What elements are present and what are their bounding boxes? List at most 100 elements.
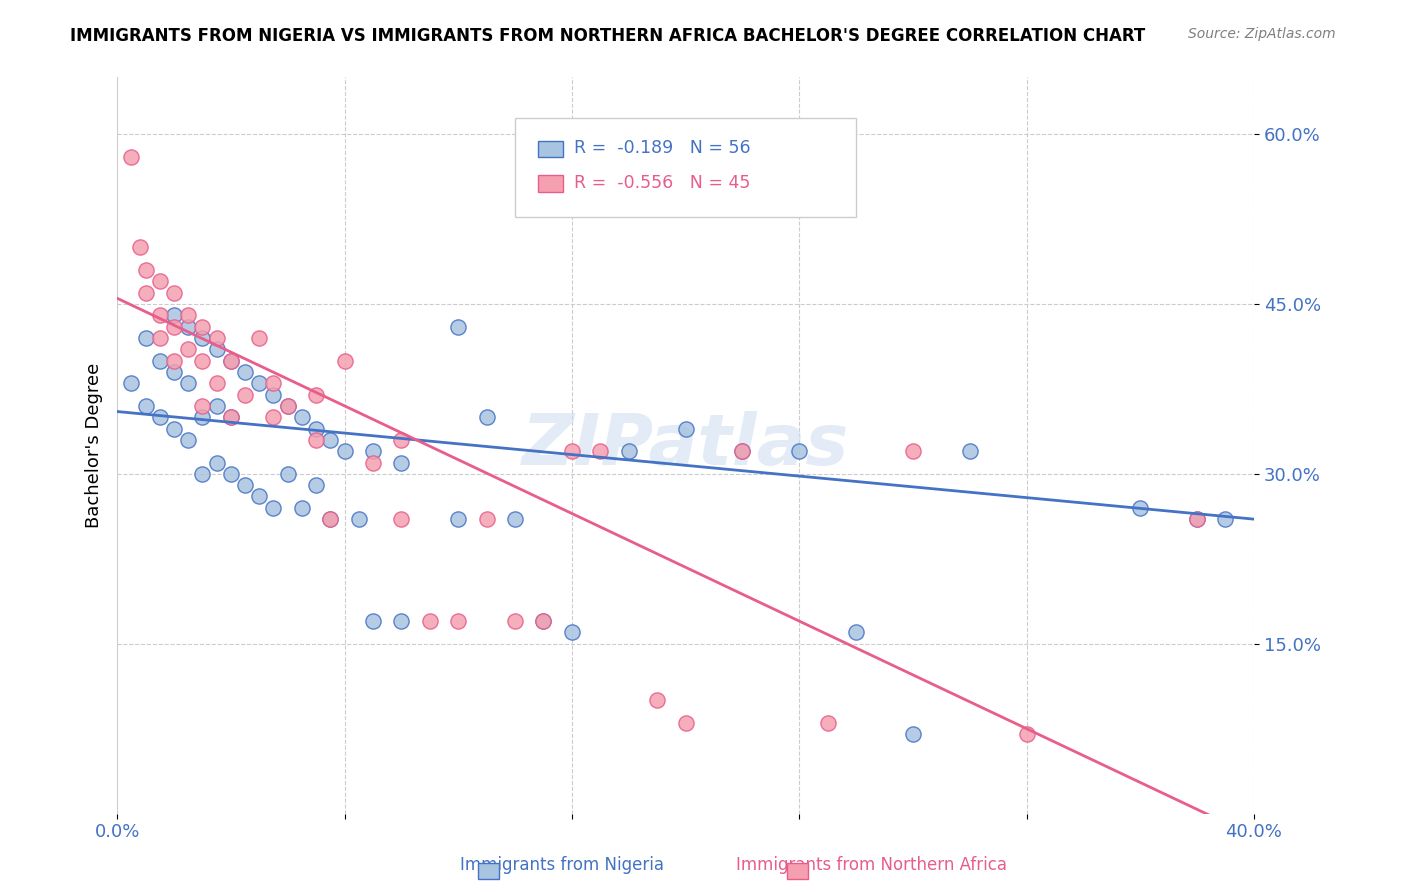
Point [333, 444, 356, 458]
Point [589, 444, 612, 458]
Point [219, 410, 242, 425]
Point [731, 444, 754, 458]
Point [319, 512, 342, 526]
Point [205, 399, 228, 413]
Point [177, 319, 200, 334]
Point [219, 410, 242, 425]
Point [901, 444, 924, 458]
Point [120, 376, 142, 391]
Point [731, 444, 754, 458]
Point [1185, 512, 1208, 526]
Point [901, 727, 924, 741]
Point [205, 343, 228, 357]
Point [205, 331, 228, 345]
Point [120, 150, 142, 164]
Point [177, 433, 200, 447]
Point [675, 716, 697, 731]
Point [163, 285, 186, 300]
Text: R =  -0.556   N = 45: R = -0.556 N = 45 [574, 174, 751, 192]
Point [219, 467, 242, 481]
Point [1015, 727, 1038, 741]
Point [561, 625, 583, 640]
Point [475, 512, 498, 526]
Point [533, 614, 555, 628]
Text: Immigrants from Northern Africa: Immigrants from Northern Africa [737, 856, 1007, 874]
Point [219, 353, 242, 368]
Point [645, 693, 668, 707]
Point [447, 512, 470, 526]
Point [277, 399, 299, 413]
Point [263, 387, 285, 401]
Point [389, 512, 412, 526]
Point [817, 716, 839, 731]
Point [347, 512, 370, 526]
Point [163, 308, 186, 322]
Point [191, 331, 214, 345]
Point [191, 399, 214, 413]
Point [135, 399, 157, 413]
Point [247, 376, 270, 391]
Text: ZIPatlas: ZIPatlas [522, 411, 849, 480]
Point [291, 410, 314, 425]
Y-axis label: Bachelor's Degree: Bachelor's Degree [86, 363, 103, 528]
Point [277, 467, 299, 481]
Point [845, 625, 868, 640]
Point [177, 343, 200, 357]
Point [333, 353, 356, 368]
FancyBboxPatch shape [537, 141, 562, 157]
Point [361, 444, 384, 458]
Point [1185, 512, 1208, 526]
Point [233, 387, 256, 401]
Text: IMMIGRANTS FROM NIGERIA VS IMMIGRANTS FROM NORTHERN AFRICA BACHELOR'S DEGREE COR: IMMIGRANTS FROM NIGERIA VS IMMIGRANTS FR… [70, 27, 1146, 45]
Point [561, 444, 583, 458]
Point [149, 274, 172, 288]
Text: Immigrants from Nigeria: Immigrants from Nigeria [460, 856, 665, 874]
Point [191, 353, 214, 368]
Point [787, 444, 810, 458]
Point [475, 410, 498, 425]
Text: Source: ZipAtlas.com: Source: ZipAtlas.com [1188, 27, 1336, 41]
Point [503, 614, 526, 628]
Point [163, 319, 186, 334]
Point [533, 614, 555, 628]
FancyBboxPatch shape [515, 118, 856, 218]
Point [263, 500, 285, 515]
Point [163, 353, 186, 368]
Point [247, 331, 270, 345]
Point [263, 410, 285, 425]
Point [447, 614, 470, 628]
Point [291, 500, 314, 515]
Point [305, 433, 328, 447]
Point [219, 353, 242, 368]
Text: R =  -0.189   N = 56: R = -0.189 N = 56 [574, 139, 751, 157]
Point [305, 387, 328, 401]
Point [205, 376, 228, 391]
Point [319, 512, 342, 526]
Point [447, 319, 470, 334]
Point [233, 478, 256, 492]
Point [149, 410, 172, 425]
Point [135, 263, 157, 277]
Point [361, 456, 384, 470]
Point [503, 512, 526, 526]
Point [1129, 500, 1152, 515]
Point [233, 365, 256, 379]
Point [129, 240, 152, 254]
Point [149, 331, 172, 345]
Point [205, 456, 228, 470]
Point [419, 614, 441, 628]
Point [319, 433, 342, 447]
Point [149, 353, 172, 368]
Point [135, 331, 157, 345]
Point [191, 319, 214, 334]
Point [305, 421, 328, 435]
FancyBboxPatch shape [537, 176, 562, 192]
Point [389, 456, 412, 470]
Point [163, 421, 186, 435]
Point [1215, 512, 1237, 526]
Point [191, 467, 214, 481]
Point [389, 614, 412, 628]
Point [959, 444, 981, 458]
Point [389, 433, 412, 447]
Point [305, 478, 328, 492]
